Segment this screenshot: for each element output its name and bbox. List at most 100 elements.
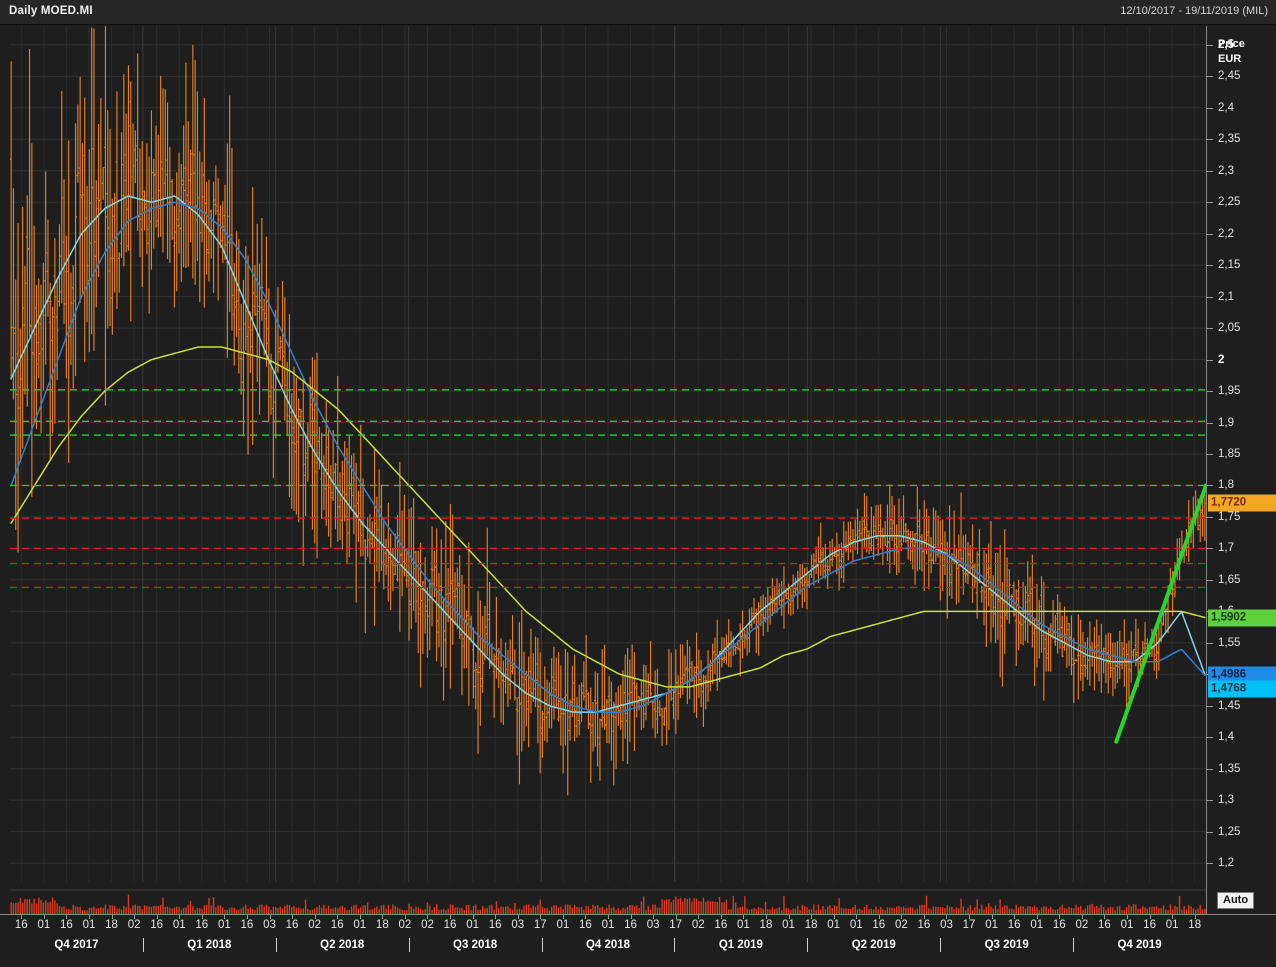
date-axis[interactable]: 16 01 16 01 18 02 16 01 16 01 16 03 16 02 16 01 18 02 02 16…: [0, 914, 1276, 967]
price-value-tag-ma-blue2[interactable]: 1,4768: [1208, 680, 1276, 698]
price-tick-mark: [1207, 516, 1213, 518]
date-tick-label: 01: [736, 919, 750, 931]
page-title: Daily MOED.MI: [9, 5, 93, 17]
date-tick-label: 16: [60, 919, 73, 931]
quarter-separator: [408, 938, 410, 952]
price-value-tag-ma-green[interactable]: 1,5902: [1208, 609, 1276, 627]
price-value-tag-last[interactable]: 1,7720: [1208, 494, 1276, 512]
date-tick-mark: [788, 915, 790, 919]
date-tick-mark: [427, 915, 429, 919]
date-tick-mark: [856, 915, 858, 919]
date-tick-label: 17: [962, 919, 976, 931]
price-tick-mark: [1207, 202, 1213, 204]
date-tick-label: 16: [443, 919, 457, 931]
price-tick-label: 2,05: [1218, 322, 1241, 335]
date-tick-mark: [1149, 915, 1151, 919]
quarter-separator: [275, 938, 277, 952]
date-tick-label: 01: [37, 919, 51, 931]
date-tick-mark: [292, 915, 294, 919]
date-tick-mark: [66, 915, 68, 919]
date-tick-mark: [901, 915, 903, 919]
date-tick-label: 01: [827, 919, 841, 931]
date-tick-mark: [720, 915, 722, 919]
date-tick-label: 01: [601, 919, 615, 931]
price-tick-label: 1,2: [1218, 857, 1234, 870]
date-tick-label: 01: [985, 919, 999, 931]
volume-chart-pane[interactable]: [10, 884, 1206, 914]
date-tick-label: 16: [624, 919, 637, 931]
moving-average-line-1: [10, 195, 1206, 713]
date-tick-mark: [1081, 915, 1083, 919]
date-tick-mark: [923, 915, 925, 919]
date-tick-mark: [698, 915, 700, 919]
price-tick-mark: [1207, 265, 1213, 267]
quarter-label: Q2 2018: [320, 939, 365, 951]
date-tick-mark: [269, 915, 271, 919]
price-value-tag-ma-blue1[interactable]: 1,4986: [1208, 666, 1276, 684]
date-tick-mark: [472, 915, 474, 919]
date-tick-label: 16: [330, 919, 344, 931]
price-tick-mark: [1207, 863, 1213, 865]
price-tick-mark: [1207, 768, 1213, 770]
price-tick-mark: [1207, 139, 1213, 141]
date-tick-label: 01: [217, 919, 231, 931]
date-tick-mark: [450, 915, 452, 919]
date-tick-mark: [134, 915, 136, 919]
date-tick-label: 01: [466, 919, 479, 931]
date-tick-label: 18: [375, 919, 389, 931]
price-tick-label: 1,75: [1218, 510, 1241, 523]
price-tick-label: 1,35: [1218, 762, 1241, 775]
price-tick-mark: [1207, 107, 1213, 109]
date-tick-label: 01: [82, 919, 96, 931]
date-range-label: 12/10/2017 - 19/11/2019 (MIL): [1120, 5, 1268, 17]
date-tick-mark: [43, 915, 45, 919]
date-tick-mark: [21, 915, 23, 919]
quarter-separator: [940, 938, 942, 952]
date-tick-mark: [1194, 915, 1196, 919]
date-tick-label: 16: [240, 919, 254, 931]
date-tick-label: 01: [1120, 919, 1134, 931]
auto-scale-button[interactable]: Auto: [1217, 892, 1255, 909]
price-tick-label: 1,8: [1218, 479, 1234, 492]
date-tick-label: 16: [285, 919, 299, 931]
price-tick-label: 2: [1218, 353, 1225, 366]
date-tick-label: 18: [759, 919, 773, 931]
price-chart-plot[interactable]: [10, 26, 1206, 882]
date-tick-mark: [517, 915, 519, 919]
price-tick-mark: [1207, 76, 1213, 78]
date-tick-label: 16: [150, 919, 164, 931]
moving-average-line-3: [10, 346, 1206, 688]
date-tick-label: 02: [421, 919, 434, 931]
price-tick-label: 1,7: [1218, 542, 1234, 555]
trendline: [1114, 483, 1206, 744]
price-tick-label: 2,25: [1218, 196, 1241, 209]
date-tick-label: 16: [1143, 919, 1156, 931]
date-tick-label: 02: [894, 919, 908, 931]
price-tick-label: 2,3: [1218, 164, 1234, 177]
date-tick-label: 16: [917, 919, 931, 931]
date-tick-mark: [1104, 915, 1106, 919]
moving-average-line-2: [10, 201, 1206, 713]
date-tick-mark: [1059, 915, 1061, 919]
price-tick-mark: [1207, 233, 1213, 235]
date-tick-mark: [111, 915, 113, 919]
date-tick-label: 18: [1188, 919, 1202, 931]
date-tick-mark: [878, 915, 880, 919]
date-tick-label: 03: [646, 919, 660, 931]
quarter-label: Q3 2019: [984, 939, 1029, 951]
date-tick-mark: [1127, 915, 1129, 919]
date-tick-label: 17: [533, 919, 547, 931]
price-axis[interactable]: Price EUR 2,5 2,45 2,4 2,35 2,3 2,25 2,2 2,15 2,…: [1206, 26, 1276, 939]
price-tick-mark: [1207, 296, 1213, 298]
date-tick-mark: [562, 915, 564, 919]
date-tick-mark: [314, 915, 316, 919]
date-tick-label: 01: [353, 919, 367, 931]
date-tick-mark: [675, 915, 677, 919]
date-tick-mark: [811, 915, 813, 919]
price-tick-mark: [1207, 642, 1213, 644]
price-tick-mark: [1207, 485, 1213, 487]
date-tick-label: 02: [1075, 919, 1089, 931]
date-tick-label: 01: [782, 919, 795, 931]
price-tick-label: 1,55: [1218, 636, 1241, 649]
